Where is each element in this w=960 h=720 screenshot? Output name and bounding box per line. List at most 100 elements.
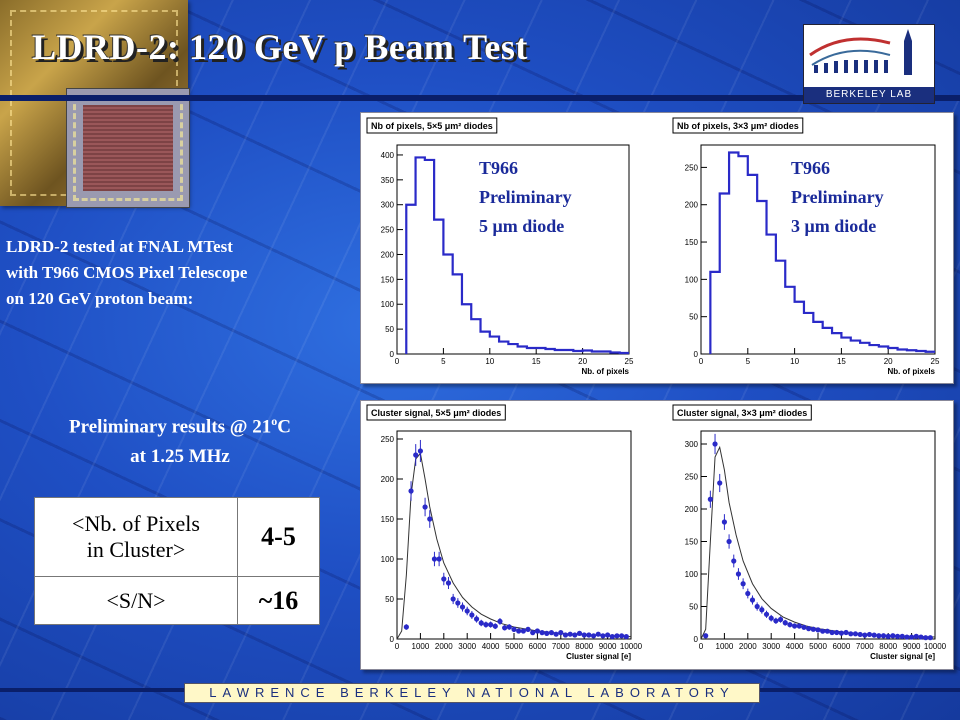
x-tick-label: 0 [699,357,704,366]
chart-signal-3um: Cluster signal, 3×3 μm² diodes 0 50 100 150 2… [672,404,947,661]
data-point [450,596,456,602]
label-line: <Nb. of Pixels [72,511,200,537]
data-point [731,558,737,564]
pixels-plot-panel: Nb of pixels, 5×5 μm² diodes 0 50 100 150 200… [360,112,954,384]
x-tick-label: 6000 [833,642,851,651]
y-tick-label: 150 [381,275,395,284]
data-point [820,628,826,634]
data-point [469,612,475,618]
data-point [516,628,522,634]
data-point [740,581,746,587]
data-point [478,620,484,626]
data-point [852,631,859,637]
data-point [787,622,793,628]
logo-text: BERKELEY LAB [804,87,934,103]
data-point [749,597,756,603]
data-point [857,631,863,638]
data-point [581,632,587,638]
data-point [801,624,807,630]
prelim-unit: C [277,416,291,438]
x-tick-label: 5 [746,357,751,366]
preliminary-results-heading: Preliminary results @ 21oC at 1.25 MHz [15,406,345,472]
chart-title-box [366,404,506,421]
data-point [810,626,816,632]
data-point [464,608,470,614]
logo-arches-icon [809,29,912,75]
data-point [567,631,573,637]
table-value-cell: 4-5 [237,496,320,578]
x-tick-label: 5000 [505,642,523,651]
y-tick-label: 0 [694,350,699,359]
data-point [614,633,620,639]
data-point [483,622,489,628]
data-point [422,504,428,510]
berkeley-lab-logo: BERKELEY LAB [803,24,935,104]
x-axis-label: Nb. of pixels [581,367,629,376]
y-tick-label: 50 [689,313,698,322]
description-line: LDRD-2 tested at FNAL MTest [6,237,233,256]
fit-curve [396,452,632,640]
x-tick-label: 6000 [529,642,547,651]
description-line: on 120 GeV proton beam: [6,289,194,308]
description-text: LDRD-2 tested at FNAL MTest with T966 CM… [6,234,351,312]
data-point [894,633,901,639]
chart-signal-5um: Cluster signal, 5×5 μm² diodes 0 50 100 150 2… [366,404,643,661]
x-tick-label: 0 [395,642,400,651]
y-tick-label: 250 [381,226,395,235]
data-point [436,556,442,562]
y-tick-label: 0 [390,350,395,359]
data-point [890,633,896,639]
table-label-cell: <Nb. of Pixels in Cluster> [34,496,238,578]
x-tick-label: 7000 [856,642,874,651]
table-value-cell: ~16 [237,576,320,625]
data-point [866,631,873,638]
x-tick-label: 9000 [599,642,617,651]
data-point [459,604,466,610]
data-point [445,580,452,586]
data-point [525,626,531,632]
data-point [619,633,625,639]
data-point [712,441,718,447]
data-point [768,615,774,621]
chart-title: Nb of pixels, 3×3 μm² diodes [677,121,799,131]
annotation-text: 3 μm diode [791,216,876,236]
data-point [904,634,910,640]
chart-title-box [672,404,812,421]
data-point [792,623,798,629]
data-point [605,632,611,638]
data-point [923,635,929,641]
data-point [880,633,887,639]
y-tick-label: 150 [381,515,395,524]
data-point [497,618,503,624]
plot-frame [396,144,630,355]
x-tick-label: 20 [884,357,893,366]
data-point [824,628,830,634]
description-line: with T966 CMOS Pixel Telescope [6,263,248,282]
data-point [876,633,882,639]
data-point [754,603,760,610]
data-point [539,630,545,636]
y-tick-label: 50 [385,325,394,334]
data-point [717,480,723,486]
y-tick-label: 300 [685,440,699,449]
x-axis-label: Cluster signal [e] [566,652,631,661]
table-label-cell: <S/N> [34,576,238,625]
x-tick-label: 4000 [482,642,500,651]
x-tick-label: 1000 [412,642,430,651]
y-tick-label: 150 [685,538,699,547]
data-point [530,630,536,636]
data-point [927,635,933,641]
data-point [506,624,512,630]
data-point [586,632,592,638]
y-tick-label: 100 [685,275,699,284]
y-tick-label: 300 [381,201,395,210]
table-row: <Nb. of Pixels in Cluster> 4-5 [34,496,320,578]
data-point [576,630,583,636]
x-tick-label: 8000 [879,642,897,651]
data-point [782,620,788,626]
data-point [796,623,802,629]
x-tick-label: 10 [790,357,799,366]
data-point [806,626,812,632]
y-tick-label: 50 [385,595,394,604]
